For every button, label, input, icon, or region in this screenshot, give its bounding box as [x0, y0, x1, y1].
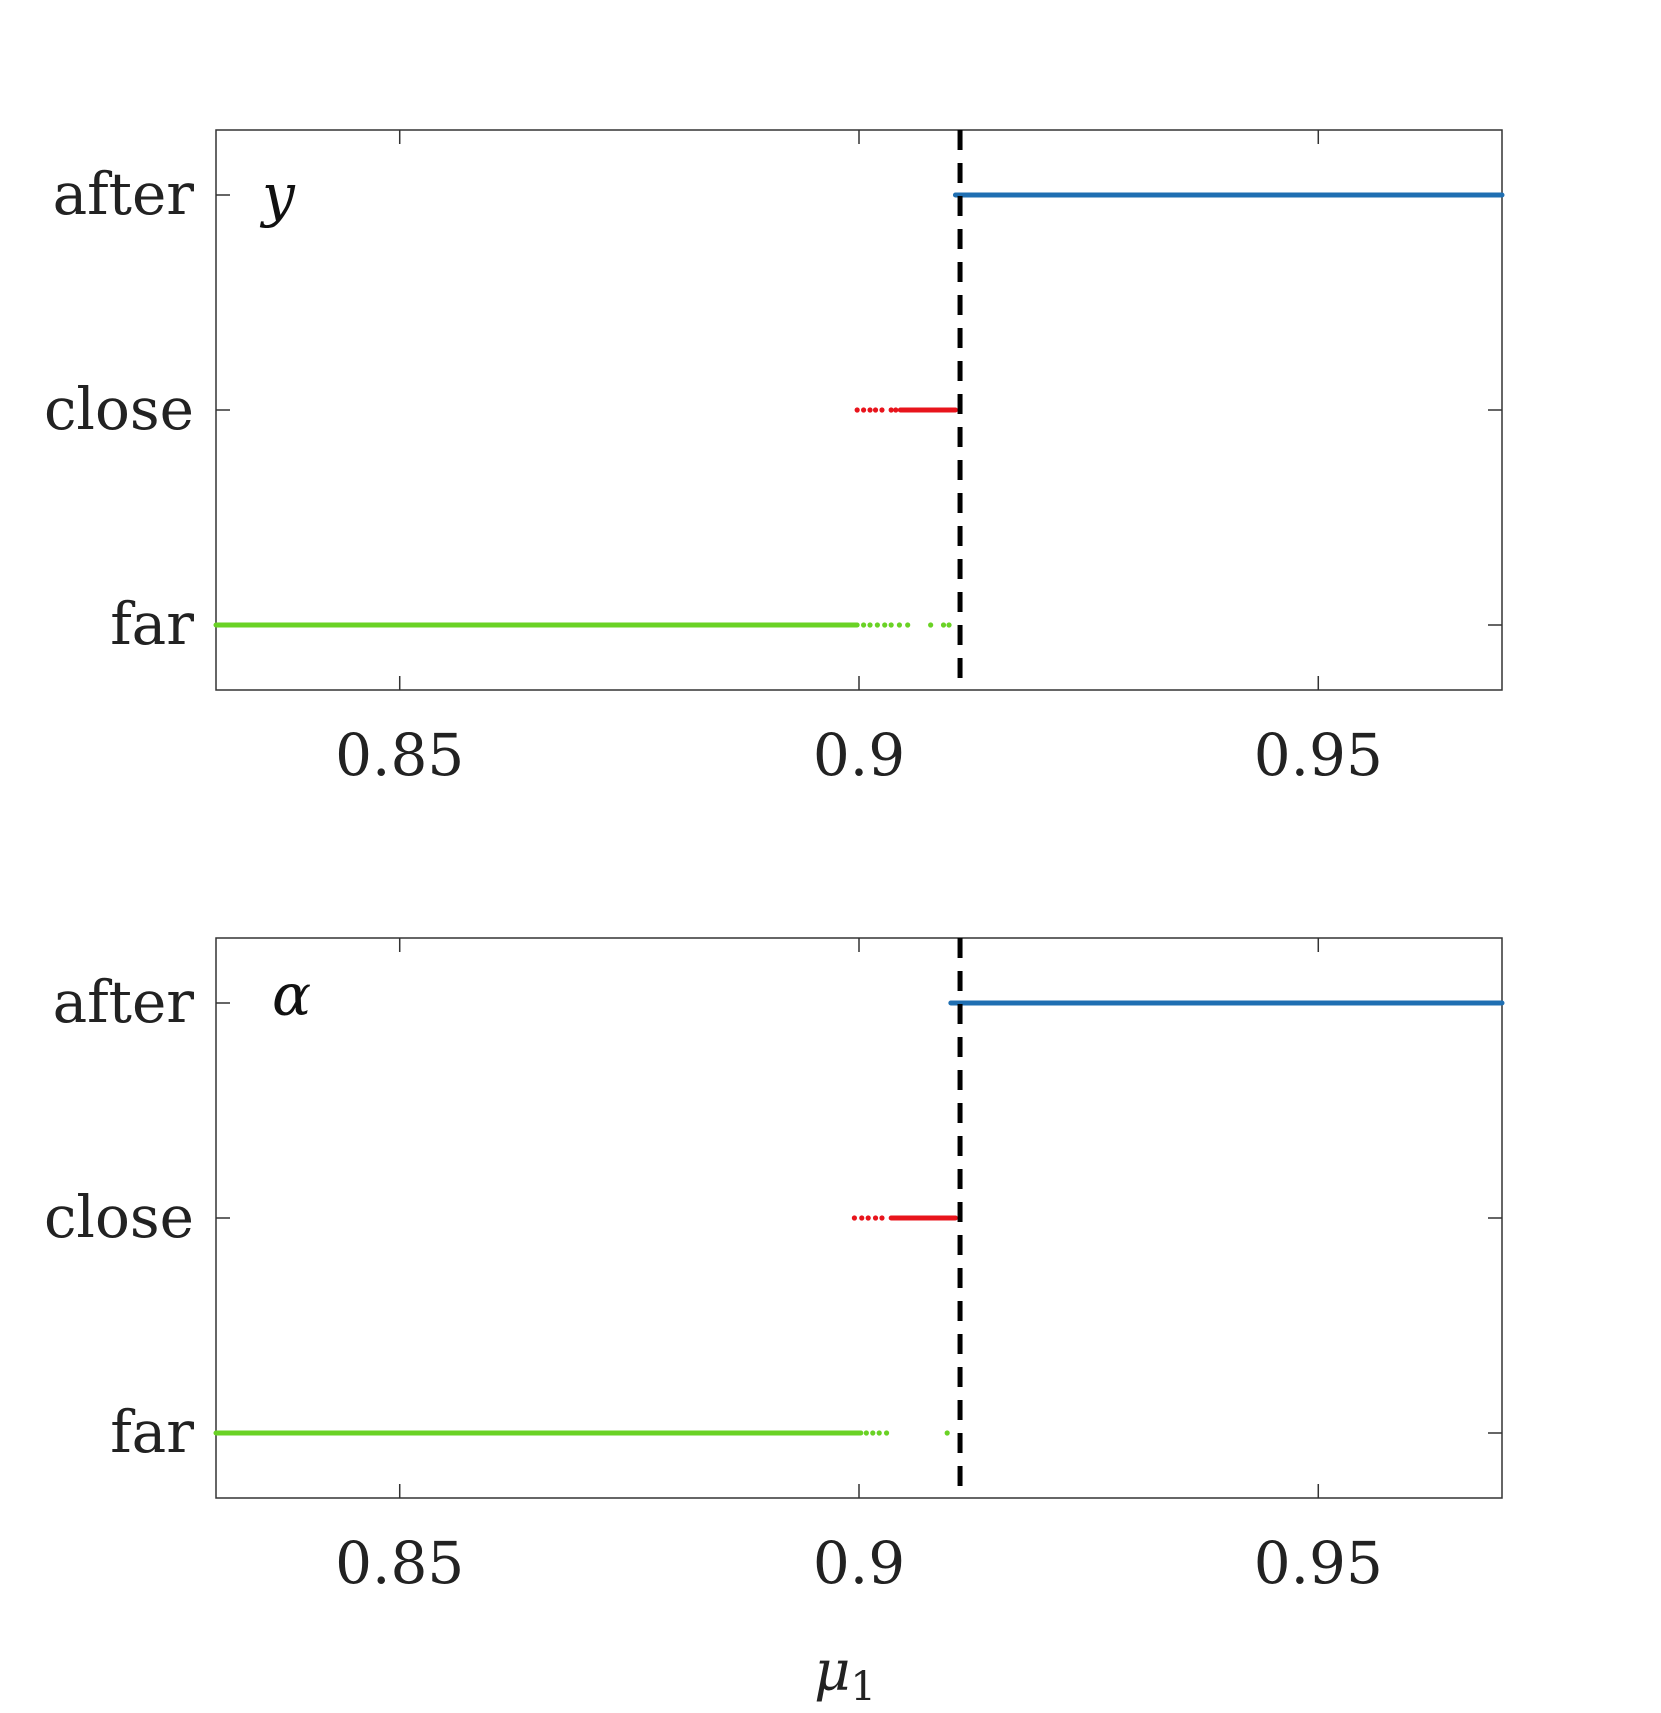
- panel-label: α: [272, 961, 311, 1029]
- data-marks: [213, 1000, 1505, 1436]
- data-point-far: [946, 622, 952, 628]
- x-axis-title: μ1: [814, 1639, 876, 1710]
- data-point-far: [888, 622, 894, 628]
- chart-panel-alpha: α 0.85 0.9 0.95 far close after μ1: [44, 937, 1505, 1710]
- data-point-close: [872, 407, 879, 413]
- x-tick-label: 0.85: [335, 721, 464, 789]
- y-tick-labels: far close after: [44, 160, 194, 658]
- x-tick-label: 0.95: [1254, 1529, 1383, 1597]
- x-tick-labels: 0.85 0.9 0.95: [335, 1529, 1383, 1597]
- data-point-close: [854, 407, 860, 413]
- y-tick-label-after: after: [53, 160, 195, 228]
- data-point-close: [879, 1215, 885, 1221]
- data-point-far: [883, 1430, 890, 1436]
- data-point-close: [888, 407, 894, 413]
- data-point-far: [863, 1430, 869, 1436]
- data-marks: [213, 192, 1505, 628]
- data-point-close: [860, 407, 867, 413]
- data-point-close: [865, 1215, 871, 1221]
- plot-area: [215, 937, 1503, 1499]
- x-tick-labels: 0.85 0.9 0.95: [335, 721, 1383, 789]
- data-point-far: [940, 622, 947, 628]
- y-tick-label-close: close: [44, 375, 194, 443]
- data-point-far: [867, 622, 873, 628]
- x-tick-label: 0.95: [1254, 721, 1383, 789]
- data-point-close: [859, 1215, 865, 1221]
- data-point-far: [928, 622, 934, 628]
- x-tick-label: 0.9: [813, 721, 905, 789]
- data-point-close: [872, 1215, 879, 1221]
- panel-label: y: [259, 161, 296, 229]
- data-point-close: [893, 407, 899, 413]
- x-axis-title-subscript: 1: [850, 1664, 875, 1710]
- data-point-close: [867, 407, 873, 413]
- y-tick-labels: far close after: [44, 968, 194, 1466]
- y-tick-label-after: after: [53, 968, 195, 1036]
- data-point-far: [874, 622, 880, 628]
- data-point-far: [860, 622, 867, 628]
- data-point-far: [905, 622, 911, 628]
- x-axis-title-symbol: μ: [814, 1639, 850, 1704]
- data-point-far: [870, 1430, 876, 1436]
- chart-panel-y: y 0.85 0.9 0.95 far close after: [44, 129, 1505, 789]
- y-tick-label-far: far: [110, 590, 194, 658]
- data-point-close: [879, 407, 885, 413]
- data-point-far: [876, 1430, 882, 1436]
- data-point-far: [896, 622, 903, 628]
- y-tick-label-close: close: [44, 1183, 194, 1251]
- x-tick-label: 0.85: [335, 1529, 464, 1597]
- data-point-far: [944, 1430, 950, 1436]
- x-tick-label: 0.9: [813, 1529, 905, 1597]
- data-point-far: [882, 622, 888, 628]
- data-point-close: [851, 1215, 858, 1221]
- y-tick-label-far: far: [110, 1398, 194, 1466]
